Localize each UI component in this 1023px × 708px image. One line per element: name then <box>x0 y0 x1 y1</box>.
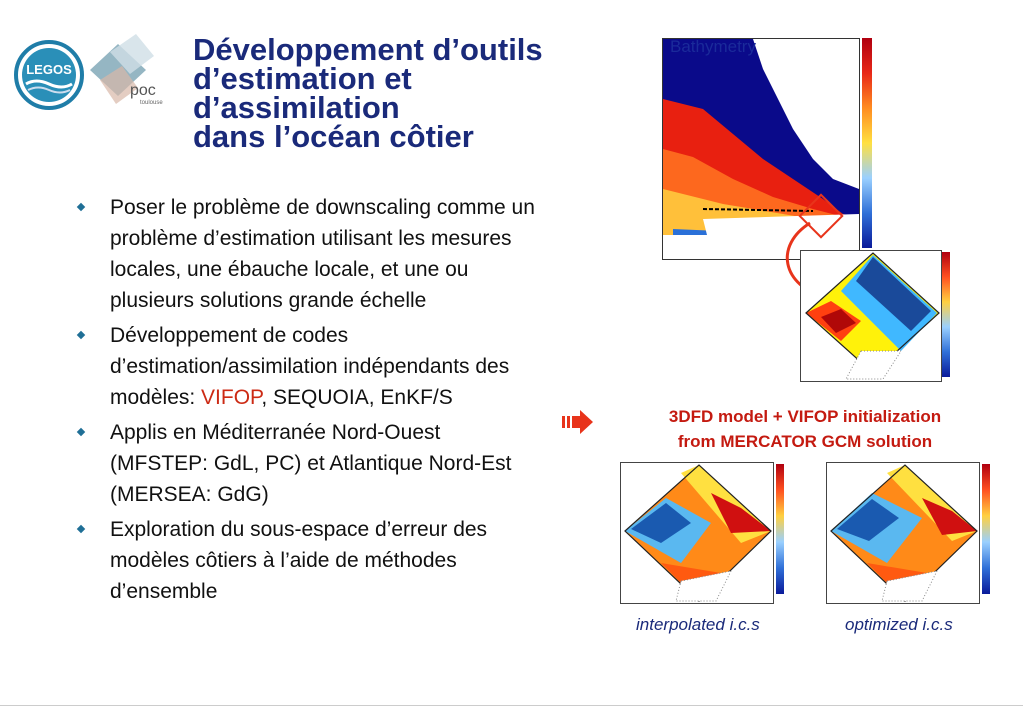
bullet-item: Développement de codes d’estimation/assi… <box>72 320 542 413</box>
bottom-rule <box>0 705 1023 706</box>
title-line-4: dans l’océan côtier <box>193 119 474 154</box>
bullet-text: Exploration du sous-espace d’erreur des … <box>110 518 488 603</box>
zoom-diamond-map <box>800 250 942 382</box>
bullet-item: Exploration du sous-espace d’erreur des … <box>72 514 542 607</box>
figure-caption: 3DFD model + VIFOP initialization from M… <box>600 404 1010 454</box>
interpolated-map <box>620 462 774 604</box>
poc-logo-text: poc <box>130 82 156 99</box>
bullet-item: Poser le problème de downscaling comme u… <box>72 192 542 316</box>
zoom-diamond-colorbar <box>942 252 950 377</box>
legos-logo-text: LEGOS <box>26 62 72 77</box>
slide-title: Développement d’outils d’estimation et d… <box>193 32 613 154</box>
bullet-list: Poser le problème de downscaling comme u… <box>72 192 542 611</box>
poc-logo: poc toulouse <box>80 30 170 110</box>
bathymetry-label: Bathymetry <box>670 37 756 56</box>
bathymetry-colorbar <box>862 38 872 248</box>
caption-line-2: from MERCATOR GCM solution <box>677 432 933 451</box>
bullet-text-after: , SEQUOIA, EnKF/S <box>261 386 453 409</box>
diamond-bullet-icon <box>76 202 86 212</box>
diamond-bullet-icon <box>76 524 86 534</box>
caption-line-1: 3DFD model + VIFOP initialization <box>668 407 942 426</box>
optimized-colorbar <box>982 464 990 594</box>
title-line-1: Développement d’outils <box>193 32 543 67</box>
diamond-bullet-icon <box>76 427 86 437</box>
bullet-text: Poser le problème de downscaling comme u… <box>110 196 535 312</box>
optimized-label: optimized i.c.s <box>845 615 953 634</box>
legos-logo: LEGOS <box>14 40 84 110</box>
interpolated-colorbar <box>776 464 784 594</box>
optimized-map <box>826 462 980 604</box>
bullet-item: Applis en Méditerranée Nord-Ouest (MFSTE… <box>72 417 542 510</box>
title-line-3: d’assimilation <box>193 90 400 125</box>
bullet-text: Applis en Méditerranée Nord-Ouest (MFSTE… <box>110 421 512 506</box>
vifop-highlight: VIFOP <box>201 386 262 409</box>
diamond-bullet-icon <box>76 330 86 340</box>
bathymetry-map <box>662 38 860 260</box>
bullet-text: Développement de codes d’estimation/assi… <box>110 324 510 409</box>
title-line-2: d’estimation et <box>193 61 412 96</box>
right-arrow-icon <box>562 408 594 441</box>
poc-logo-subtext: toulouse <box>140 100 163 106</box>
interpolated-label: interpolated i.c.s <box>636 615 760 634</box>
